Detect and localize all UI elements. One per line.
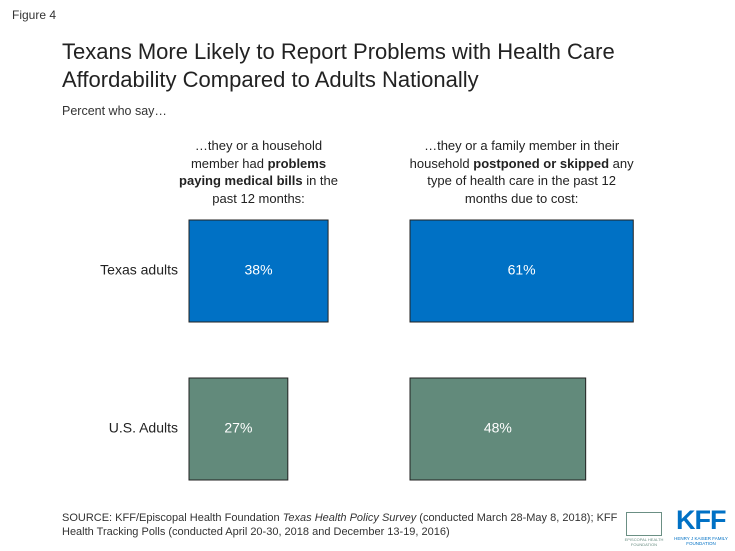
source-part: (conducted March 28-May 8, 2018); KFF He… (62, 512, 618, 538)
kff-logo: KFF (676, 505, 726, 535)
value-label: 38% (245, 262, 273, 278)
bar (409, 219, 634, 323)
category-label: Texas adults (100, 262, 178, 278)
title: Texans More Likely to Report Problems wi… (62, 39, 615, 92)
heading-part: postponed or skipped (473, 155, 610, 171)
subtitle: Percent who say… (62, 104, 167, 118)
heading-part: …they or a household member had (190, 138, 323, 171)
kff-logo-text: HENRY J KAISER FAMILY FOUNDATION (674, 536, 728, 546)
value-label: 48% (484, 420, 512, 436)
category-label: U.S. Adults (109, 420, 178, 436)
figure-label: Figure 4 (12, 8, 57, 22)
heading-part: any type of health care in the past 12 m… (427, 155, 634, 206)
panel-heading: …they or a household member had problems… (171, 137, 346, 207)
bar (188, 219, 329, 323)
source-part: SOURCE: KFF/Episcopal Health Foundation (62, 512, 283, 524)
panel-heading: …they or a family member in their househ… (409, 137, 634, 207)
ehf-logo-text: EPISCOPAL HEALTH FOUNDATION (624, 537, 664, 547)
value-label: 61% (508, 262, 536, 278)
heading-part: …they or a family member in their househ… (409, 138, 620, 171)
ehf-logo (626, 512, 662, 536)
heading-part: in the past 12 months: (212, 173, 339, 206)
value-label: 27% (224, 420, 252, 436)
source-part: Texas Health Policy Survey (282, 512, 417, 524)
bar (409, 377, 587, 481)
source: SOURCE: KFF/Episcopal Health Foundation … (62, 511, 622, 539)
bar (188, 377, 289, 481)
heading-part: problems paying medical bills (179, 155, 327, 189)
